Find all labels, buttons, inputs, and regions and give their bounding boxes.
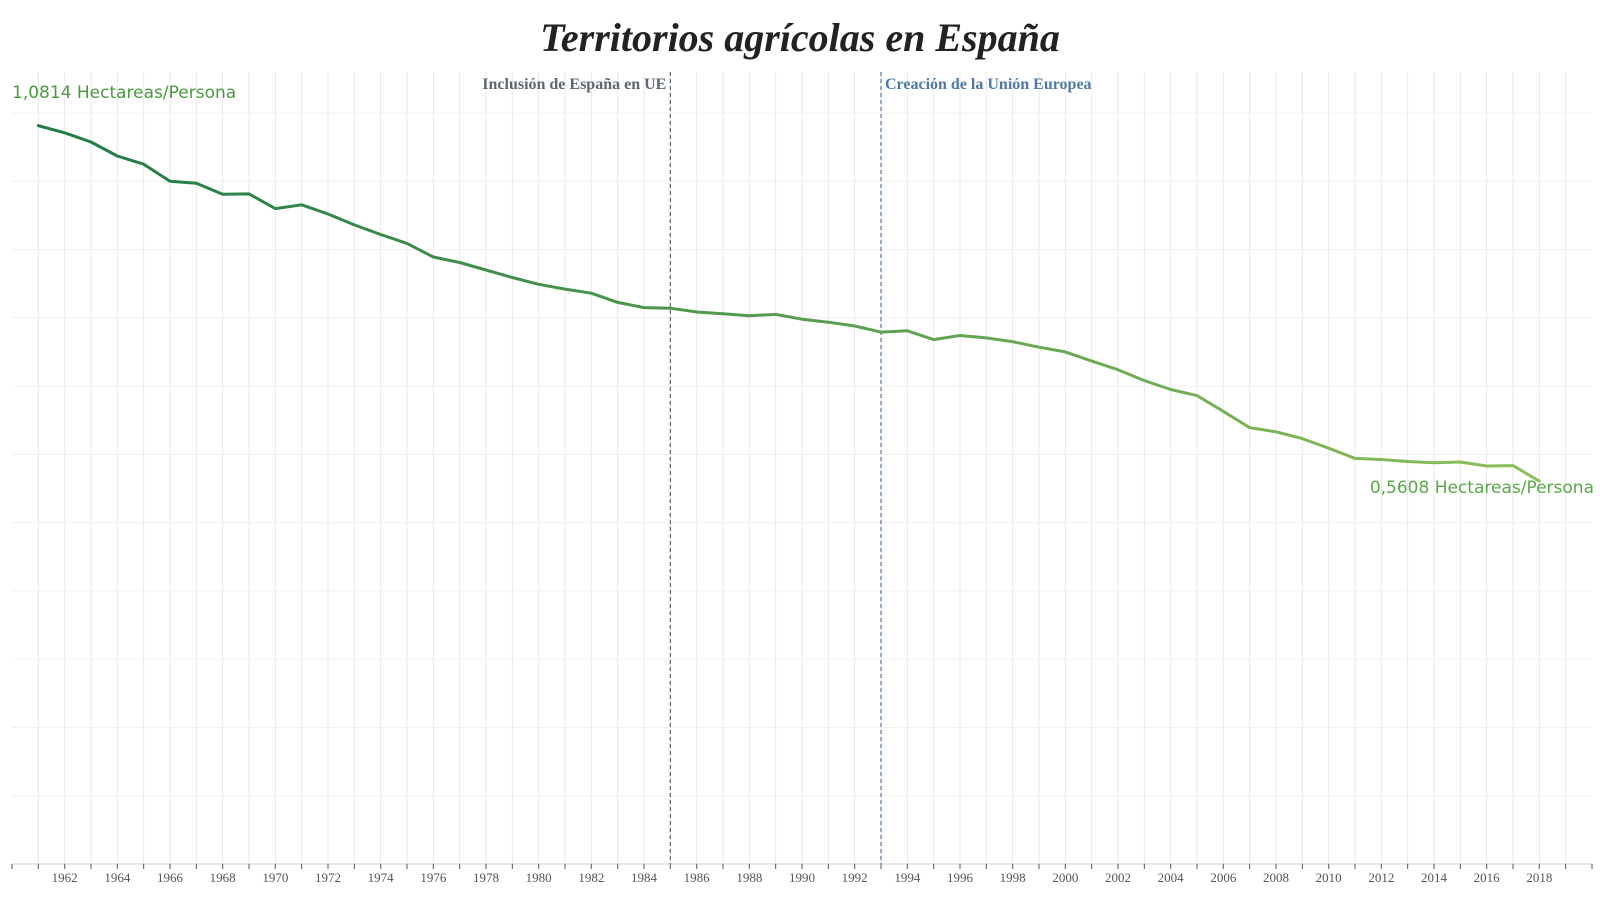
reference-lines: Inclusión de España en UE Creación de la … xyxy=(482,72,1092,864)
data-point xyxy=(327,213,330,216)
data-point xyxy=(300,203,303,206)
x-tick-label: 1998 xyxy=(1000,870,1026,885)
data-point xyxy=(248,192,251,195)
data-point xyxy=(1485,464,1488,467)
data-point xyxy=(1248,426,1251,429)
data-point xyxy=(1117,368,1120,371)
data-point xyxy=(1143,379,1146,382)
data-point xyxy=(590,292,593,295)
data-point xyxy=(616,301,619,304)
data-point xyxy=(1354,457,1357,460)
data-point xyxy=(985,336,988,339)
data-point xyxy=(1512,464,1515,467)
data-point xyxy=(116,154,119,157)
x-tick-label: 2000 xyxy=(1052,870,1078,885)
data-point xyxy=(1301,437,1304,440)
x-tick-label: 2002 xyxy=(1105,870,1131,885)
x-tick-label: 1974 xyxy=(368,870,395,885)
data-point xyxy=(1196,394,1199,397)
data-point xyxy=(1011,340,1014,343)
x-tick-label: 2010 xyxy=(1316,870,1342,885)
start-value-label: 1,0814 Hectareas/Persona xyxy=(12,83,236,103)
data-point xyxy=(169,180,172,183)
data-point xyxy=(1169,388,1172,391)
data-point xyxy=(1406,460,1409,463)
x-tick-label: 1962 xyxy=(52,870,78,885)
data-point xyxy=(564,288,567,291)
data-point xyxy=(1380,458,1383,461)
x-tick-label: 2006 xyxy=(1210,870,1237,885)
data-point xyxy=(801,318,804,321)
series-layer xyxy=(36,124,1541,483)
data-point xyxy=(695,310,698,313)
x-tick-label: 1970 xyxy=(262,870,288,885)
chart-title: Territorios agrícolas en España xyxy=(540,15,1060,60)
x-tick-label: 1990 xyxy=(789,870,815,885)
data-point xyxy=(1222,410,1225,413)
data-point xyxy=(827,321,830,324)
data-point xyxy=(406,242,409,245)
data-point xyxy=(906,329,909,332)
x-tick-label: 1972 xyxy=(315,870,341,885)
x-tick-label: 1978 xyxy=(473,870,499,885)
x-tick-label: 1996 xyxy=(947,870,974,885)
data-point xyxy=(537,283,540,286)
x-tick-label: 1966 xyxy=(157,870,184,885)
x-tick-label: 1986 xyxy=(684,870,711,885)
data-point xyxy=(959,334,962,337)
data-point xyxy=(669,307,672,310)
data-point xyxy=(748,314,751,317)
data-point xyxy=(1459,460,1462,463)
data-point xyxy=(221,193,224,196)
data-point xyxy=(379,233,382,236)
data-point xyxy=(1064,350,1067,353)
x-tick-label: 2012 xyxy=(1368,870,1394,885)
data-point xyxy=(774,313,777,316)
data-point xyxy=(1327,447,1330,450)
data-point xyxy=(142,163,145,166)
series-line xyxy=(36,124,1541,483)
reference-line-label: Inclusión de España en UE xyxy=(482,76,666,93)
data-point xyxy=(932,338,935,341)
x-tick-label: 2016 xyxy=(1474,870,1501,885)
x-tick-label: 2018 xyxy=(1526,870,1552,885)
data-point xyxy=(432,256,435,259)
gridlines xyxy=(12,72,1592,864)
x-tick-label: 1968 xyxy=(210,870,236,885)
data-point xyxy=(37,124,40,127)
data-point xyxy=(353,223,356,226)
x-axis: 1962 1964 1966 1968 1970 1972 1974 1976 1978 1980… xyxy=(11,863,1593,885)
x-tick-label: 1964 xyxy=(104,870,131,885)
data-point xyxy=(63,131,66,134)
data-point xyxy=(1275,430,1278,433)
data-point xyxy=(853,324,856,327)
data-point xyxy=(643,306,646,309)
data-point xyxy=(458,261,461,264)
data-point xyxy=(511,276,514,279)
x-tick-label: 1988 xyxy=(736,870,762,885)
data-point xyxy=(195,182,198,185)
x-tick-label: 1994 xyxy=(894,870,921,885)
x-tick-label: 1992 xyxy=(842,870,868,885)
data-point xyxy=(1433,461,1436,464)
data-point xyxy=(90,140,93,143)
data-point xyxy=(274,207,277,210)
end-value-label: 0,5608 Hectareas/Persona xyxy=(1370,478,1594,498)
data-point xyxy=(880,331,883,334)
x-tick-label: 1980 xyxy=(526,870,552,885)
data-point xyxy=(1090,360,1093,363)
data-point xyxy=(1038,346,1041,349)
data-point xyxy=(722,312,725,315)
x-tick-label: 2004 xyxy=(1158,870,1185,885)
data-point xyxy=(485,269,488,272)
x-tick-label: 1984 xyxy=(631,870,658,885)
annotation-labels: 1,0814 Hectareas/Persona 0,5608 Hectarea… xyxy=(12,83,1594,498)
x-tick-label: 2014 xyxy=(1421,870,1448,885)
x-tick-label: 2008 xyxy=(1263,870,1289,885)
x-tick-label: 1982 xyxy=(578,870,604,885)
reference-line-label: Creación de la Unión Europea xyxy=(885,76,1092,93)
x-tick-label: 1976 xyxy=(420,870,447,885)
